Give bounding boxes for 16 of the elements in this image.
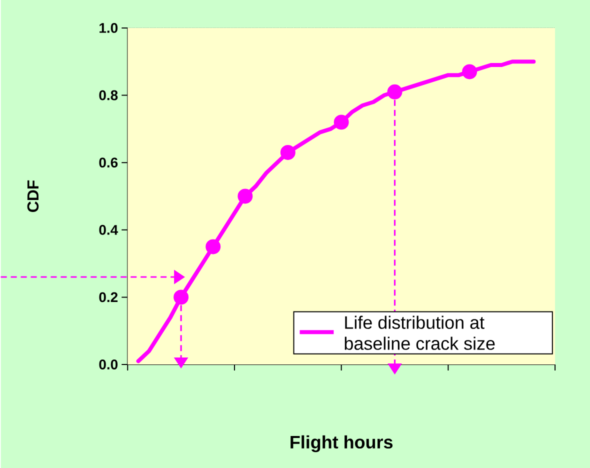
point bbox=[238, 188, 253, 204]
y-tick-label: 0.6 bbox=[99, 157, 118, 168]
y-tick-label: 1.0 bbox=[100, 22, 118, 33]
point bbox=[174, 290, 189, 305]
y-tick-label: 0.4 bbox=[99, 224, 118, 235]
point bbox=[334, 114, 349, 130]
y-axis-title: CDF bbox=[27, 180, 39, 212]
point bbox=[462, 64, 478, 80]
y-tick-label: 0.8 bbox=[99, 90, 118, 100]
y-tick-label: 0.0 bbox=[99, 359, 118, 370]
legend-label: Life distribution at baseline crack size bbox=[344, 316, 495, 350]
point bbox=[206, 239, 221, 254]
point bbox=[280, 144, 296, 160]
x-axis-title: Flight hours bbox=[290, 435, 393, 452]
y-tick-label: 0.2 bbox=[99, 292, 118, 302]
point bbox=[387, 84, 402, 100]
